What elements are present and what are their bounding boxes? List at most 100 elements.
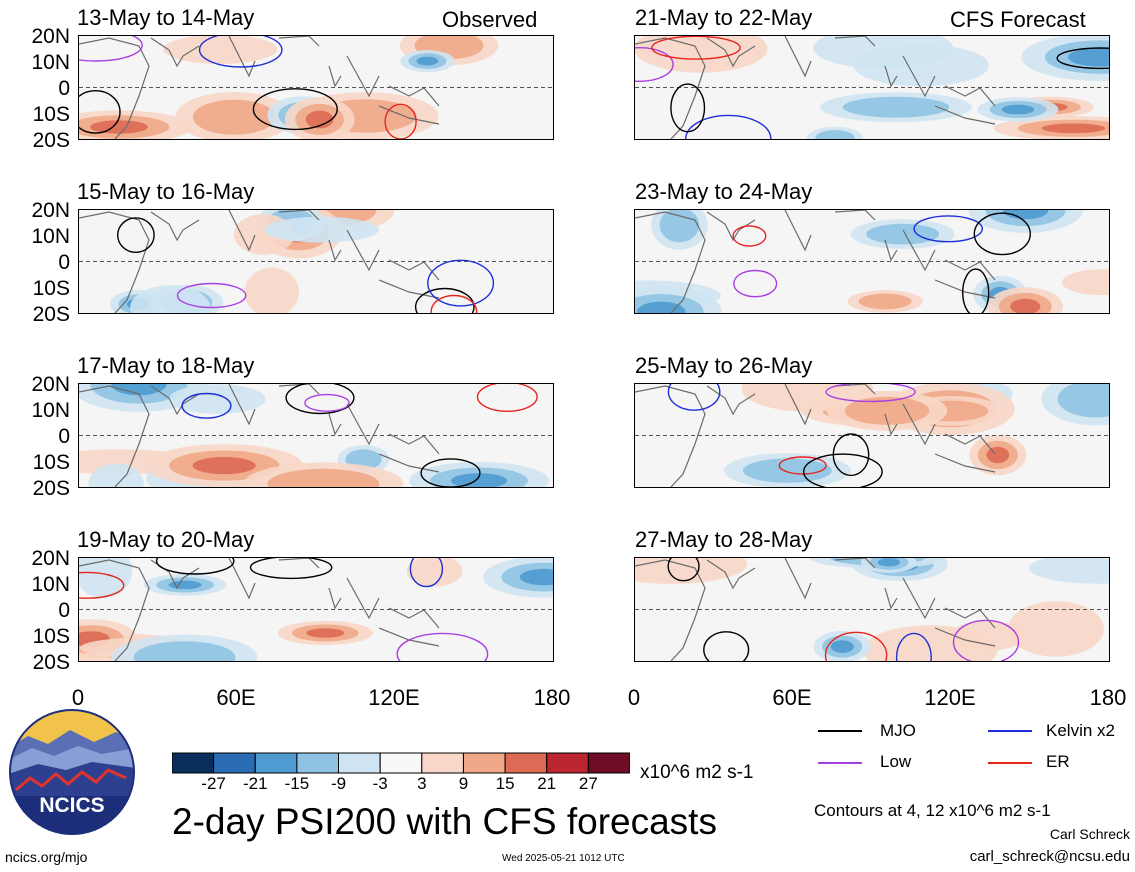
anomaly-shading: [306, 628, 345, 638]
colorbar-swatch: [587, 752, 630, 774]
psi-field-fc-4: [635, 558, 1109, 661]
wave-contour: [670, 83, 706, 133]
panel-title-obs-3: 17-May to 18-May: [77, 353, 255, 378]
coastline: [79, 384, 440, 487]
wave-contour: [198, 36, 283, 68]
wave-contour: [703, 631, 750, 661]
logo-text: NCICS: [39, 794, 104, 817]
anomaly-shading: [1002, 210, 1049, 220]
wave-contour: [667, 558, 700, 582]
legend-line-kelvin: [988, 730, 1032, 732]
wave-contour: [667, 384, 721, 411]
ylabel-r2-10n: 10N: [31, 225, 70, 248]
legend-label-low: Low: [880, 752, 912, 771]
ylabel-r4-20s: 20S: [32, 651, 70, 674]
anomaly-shading: [844, 396, 930, 425]
colorbar-swatch: [379, 752, 423, 774]
wave-contour: [304, 393, 350, 412]
anomaly-shading: [1041, 123, 1106, 134]
anomaly-shading: [406, 558, 463, 587]
colorbar-swatch: [213, 752, 256, 774]
ylabel-r3-20n: 20N: [31, 373, 70, 396]
anomaly-shading: [1068, 47, 1109, 67]
anomaly-shading: [130, 285, 211, 313]
anomaly-shading: [866, 223, 940, 245]
contour-note: Contours at 4, 12 x10^6 m2 s-1: [814, 801, 1051, 820]
anomaly-shading: [1007, 601, 1104, 657]
ylabel-r1-10n: 10N: [31, 51, 70, 74]
ylabel-r1-10s: 10S: [32, 103, 70, 126]
wave-contour: [952, 619, 1020, 661]
wave-contour: [252, 88, 338, 131]
figure-title: 2-day PSI200 with CFS forecasts: [172, 801, 717, 842]
ylabel-r3-0: 0: [58, 425, 70, 448]
wave-contour: [396, 632, 489, 661]
wave-contour: [824, 631, 888, 661]
colorbar-swatch: [296, 752, 339, 774]
wave-contour: [973, 212, 1031, 256]
anomaly-shading: [267, 468, 380, 487]
wave-contour: [430, 294, 478, 313]
colorbar-swatch: [421, 752, 464, 774]
anomaly-shading: [842, 96, 950, 118]
wave-contour: [778, 456, 827, 475]
anomaly-shading: [519, 568, 553, 586]
wave-contour: [420, 458, 481, 487]
wave-contour: [732, 225, 767, 247]
ylabel-r2-20n: 20N: [31, 199, 70, 222]
wave-contour: [176, 282, 247, 309]
ylabel-r4-10s: 10S: [32, 625, 70, 648]
psi-field-obs-3: [79, 384, 553, 487]
colorbar-swatch: [546, 752, 589, 774]
map-panel-obs-3: [78, 383, 554, 488]
wave-contour: [803, 453, 883, 487]
colorbar-tick-label: -27: [201, 774, 226, 793]
psi-field-obs-2: [79, 210, 553, 313]
panel-title-fc-2: 23-May to 24-May: [635, 179, 813, 204]
legend-label-mjo: MJO: [880, 721, 916, 740]
colorbar-tick-label: 27: [578, 774, 598, 793]
wave-contour: [962, 268, 990, 313]
wave-contour: [285, 384, 355, 415]
wave-contour: [427, 259, 495, 307]
psi-field-fc-3: [635, 384, 1109, 487]
colorbar-tick-label: -15: [284, 774, 310, 793]
panel-title-obs-1: 13-May to 14-May: [77, 5, 255, 30]
wave-contour: [635, 47, 674, 82]
anomaly-shading: [79, 558, 133, 598]
colorbar: [172, 752, 630, 774]
colorbar-swatch: [463, 752, 506, 774]
ylabel-r3-10n: 10N: [31, 399, 70, 422]
colorbar-tick-label: 15: [495, 774, 515, 793]
anomaly-shading: [877, 558, 901, 567]
coastline: [635, 558, 996, 661]
map-panel-fc-1: [634, 35, 1110, 140]
anomaly-shading: [950, 620, 1025, 651]
anomaly-shading: [163, 36, 278, 64]
colorbar-ticks: -27 -21 -15 -9 -3 3 9 15 21 27: [172, 774, 630, 798]
anomaly-shading: [813, 36, 954, 69]
wave-contour: [79, 90, 121, 134]
anomaly-shading: [1029, 558, 1109, 584]
panel-title-obs-2: 15-May to 16-May: [77, 179, 255, 204]
wave-contour: [1056, 47, 1109, 70]
legend-line-low: [818, 762, 862, 764]
wave-contour: [155, 558, 235, 575]
wave-contour: [79, 36, 143, 62]
xlabel-right-0: 0: [627, 685, 641, 710]
colorbar-swatch: [254, 752, 298, 774]
anomaly-shading: [192, 99, 276, 135]
anomaly-shading: [815, 130, 855, 139]
wave-contour: [476, 384, 538, 412]
wave-contour: [249, 558, 333, 580]
ylabel-r2-20s: 20S: [32, 303, 70, 326]
map-panel-obs-1: [78, 35, 554, 140]
wave-contour: [825, 384, 916, 403]
legend-label-er: ER: [1046, 752, 1070, 771]
wave-contour: [651, 36, 741, 60]
anomaly-shading: [244, 267, 300, 313]
map-panel-fc-4: [634, 557, 1110, 662]
xlabel-left-0: 0: [71, 685, 85, 710]
anomaly-shading: [305, 110, 334, 129]
psi-field-fc-2: [635, 210, 1109, 313]
